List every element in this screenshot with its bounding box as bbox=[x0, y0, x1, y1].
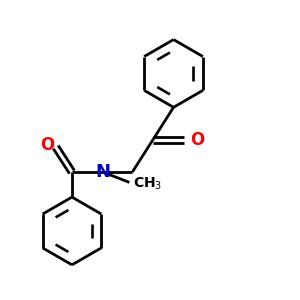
Text: CH$_3$: CH$_3$ bbox=[133, 176, 162, 192]
Text: O: O bbox=[40, 136, 55, 154]
Text: N: N bbox=[95, 163, 110, 181]
Text: O: O bbox=[190, 131, 205, 149]
